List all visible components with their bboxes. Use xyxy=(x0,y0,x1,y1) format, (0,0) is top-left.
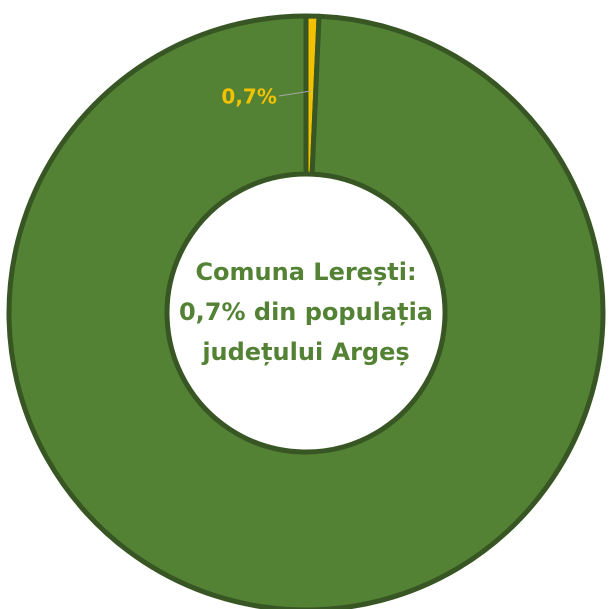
labels: 0,7% xyxy=(221,85,311,109)
center-annotation: județului Argeș xyxy=(201,338,409,366)
leader-line xyxy=(278,90,311,97)
center-annotation: Comuna Lerești: xyxy=(195,258,416,286)
data-label: 0,7% xyxy=(221,85,276,109)
center-annotation: 0,7% din populația xyxy=(179,298,433,326)
slices xyxy=(6,13,606,609)
slice xyxy=(6,13,606,609)
